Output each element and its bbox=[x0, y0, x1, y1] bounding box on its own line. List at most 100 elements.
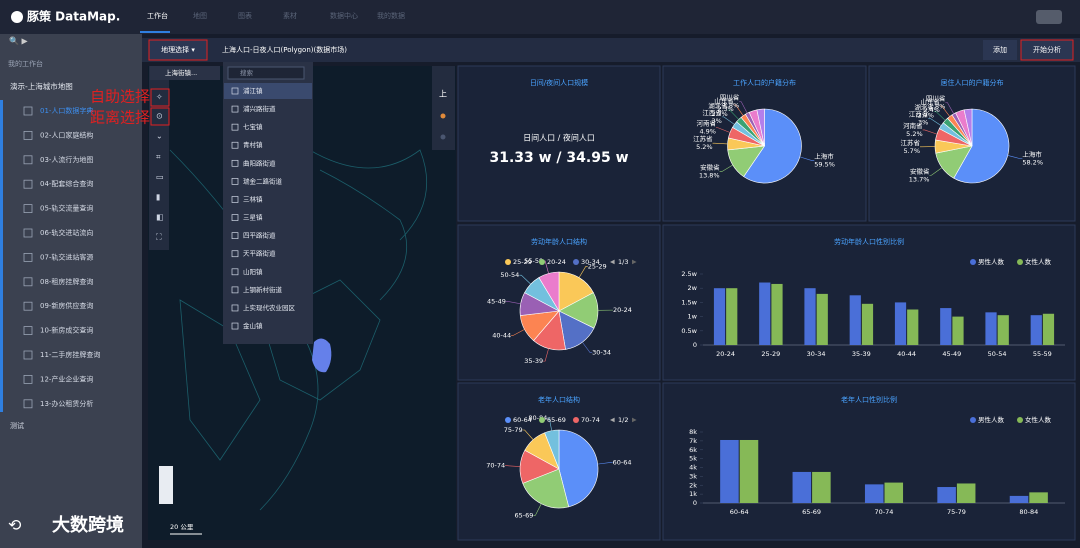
legend-label[interactable]: 20-24 bbox=[547, 258, 566, 266]
legend-marker[interactable] bbox=[505, 417, 511, 423]
checkbox[interactable] bbox=[231, 250, 239, 258]
sidebar-item[interactable]: 07-轨交进站客源 bbox=[40, 252, 93, 261]
checkbox[interactable] bbox=[231, 214, 239, 221]
legend-marker[interactable] bbox=[1017, 417, 1023, 423]
sidebar-item[interactable]: 01-人口数据字典 bbox=[40, 106, 93, 115]
legend-marker[interactable] bbox=[573, 259, 579, 265]
nav-item[interactable]: 工作台 bbox=[147, 11, 168, 20]
sidebar-item[interactable]: 02-人口家庭结构 bbox=[40, 130, 93, 139]
checkbox[interactable] bbox=[231, 87, 239, 95]
checkbox[interactable] bbox=[231, 141, 239, 149]
legend-label[interactable]: 25-29 bbox=[513, 258, 532, 266]
geo-select-label[interactable]: 地理选择 ▾ bbox=[161, 45, 195, 54]
district-item[interactable]: 上实现代农业园区 bbox=[243, 303, 296, 312]
tool-icon[interactable]: ◧ bbox=[156, 213, 164, 222]
nav-item[interactable]: 素材 bbox=[283, 11, 297, 20]
legend-next[interactable]: ▶ bbox=[632, 417, 637, 424]
legend-prev[interactable]: ◀ bbox=[610, 259, 615, 266]
legend-label[interactable]: 65-69 bbox=[547, 416, 566, 424]
legend-label[interactable]: 30-34 bbox=[581, 258, 600, 266]
add-button[interactable] bbox=[983, 40, 1017, 60]
sidebar-item[interactable]: 13-办公租赁分析 bbox=[40, 399, 93, 408]
district-item[interactable]: 三林镇 bbox=[243, 194, 263, 203]
sidebar-item[interactable]: 10-新房成交查询 bbox=[40, 326, 93, 335]
district-item[interactable]: 三星镇 bbox=[243, 213, 263, 222]
kpi-label: 日间人口 / 夜间人口 bbox=[523, 133, 595, 143]
tool-icon[interactable]: ▮ bbox=[156, 193, 160, 202]
district-item[interactable]: 瑞金二路街道 bbox=[243, 176, 283, 185]
district-item[interactable]: 四平路街道 bbox=[243, 231, 276, 240]
sidebar-footer[interactable]: 测试 bbox=[10, 421, 24, 430]
nav-item[interactable]: 我的数据 bbox=[377, 11, 405, 20]
checkbox[interactable] bbox=[231, 178, 239, 185]
tool-icon[interactable]: ⛶ bbox=[155, 233, 162, 242]
legend-label[interactable]: 60-64 bbox=[513, 416, 532, 424]
nav-item[interactable]: 图表 bbox=[238, 11, 252, 20]
checkbox[interactable] bbox=[231, 159, 239, 167]
tool-icon[interactable]: ⌗ bbox=[156, 153, 161, 162]
sidebar-item[interactable]: 06-轨交进站流向 bbox=[40, 228, 93, 237]
search-placeholder[interactable]: 搜索 bbox=[240, 68, 254, 77]
pie-label: 40-44 bbox=[492, 331, 511, 339]
legend-label[interactable]: 男性人数 bbox=[978, 257, 1005, 266]
search-input[interactable] bbox=[227, 66, 305, 80]
search-icon[interactable]: 🔍 ▶ bbox=[9, 36, 29, 46]
zoom-control[interactable] bbox=[159, 466, 173, 504]
legend-prev[interactable]: ◀ bbox=[610, 417, 615, 424]
legend-next[interactable]: ▶ bbox=[632, 259, 637, 266]
district-item[interactable]: 山阳镇 bbox=[243, 267, 263, 276]
avatar[interactable] bbox=[1036, 10, 1062, 24]
layer-dot[interactable] bbox=[440, 134, 446, 140]
sidebar-item[interactable]: 08-租房挂牌查询 bbox=[40, 277, 93, 286]
district-item[interactable]: 金山镇 bbox=[243, 321, 263, 330]
legend-marker[interactable] bbox=[1017, 259, 1023, 265]
checkbox[interactable] bbox=[231, 196, 239, 203]
sidebar-item[interactable]: 03-人流行为地图 bbox=[40, 155, 93, 164]
legend-label[interactable]: 70-74 bbox=[581, 416, 600, 424]
checkbox[interactable] bbox=[231, 105, 239, 113]
legend-marker[interactable] bbox=[539, 259, 545, 265]
nav-item[interactable]: 数据中心 bbox=[330, 11, 358, 20]
sidebar-item[interactable]: 04-配套综合查询 bbox=[40, 179, 93, 188]
district-item[interactable]: 上钢新村街道 bbox=[243, 285, 283, 294]
legend-marker[interactable] bbox=[505, 259, 511, 265]
district-item[interactable]: 七宝镇 bbox=[243, 122, 263, 131]
tool-icon[interactable]: ✧ bbox=[156, 93, 163, 102]
legend-label[interactable]: 女性人数 bbox=[1025, 415, 1052, 424]
checkbox[interactable] bbox=[231, 322, 239, 330]
legend-marker[interactable] bbox=[573, 417, 579, 423]
tool-icon[interactable]: ⌄ bbox=[156, 132, 163, 141]
district-item[interactable]: 浦兴路街道 bbox=[243, 104, 276, 113]
sidebar-item[interactable]: 05-轨交流量查询 bbox=[40, 204, 93, 213]
sidebar-item[interactable]: 09-新房供应查询 bbox=[40, 301, 93, 310]
checkbox[interactable] bbox=[231, 304, 239, 312]
district-select-label[interactable]: 上海街镇... bbox=[165, 68, 197, 77]
legend-label[interactable]: 女性人数 bbox=[1025, 257, 1052, 266]
selected-area[interactable] bbox=[312, 338, 332, 373]
nav-item[interactable]: 地图 bbox=[193, 11, 207, 20]
tool-icon[interactable]: ▭ bbox=[156, 173, 164, 182]
checkbox[interactable] bbox=[231, 232, 239, 239]
tool-icon[interactable]: ⊙ bbox=[156, 112, 163, 121]
layer-dot[interactable] bbox=[440, 113, 446, 119]
analyze-label[interactable]: 开始分析 bbox=[1033, 45, 1061, 54]
legend-label[interactable]: 男性人数 bbox=[978, 415, 1005, 424]
sidebar-project[interactable]: 演示-上海城市地图 bbox=[10, 81, 73, 91]
label-line bbox=[505, 301, 521, 305]
checkbox[interactable] bbox=[231, 268, 239, 276]
analyze-button[interactable] bbox=[1020, 39, 1074, 61]
legend-marker[interactable] bbox=[970, 417, 976, 423]
geo-select-button[interactable] bbox=[148, 39, 208, 61]
district-item[interactable]: 青村镇 bbox=[243, 140, 263, 149]
district-item[interactable]: 浦江镇 bbox=[243, 86, 263, 95]
legend-marker[interactable] bbox=[970, 259, 976, 265]
add-label[interactable]: 添加 bbox=[993, 45, 1007, 54]
sidebar-item[interactable]: 12-产业企业查询 bbox=[40, 374, 93, 383]
district-item[interactable]: 天平路街道 bbox=[243, 249, 276, 258]
sidebar-item[interactable]: 11-二手房挂牌查询 bbox=[40, 350, 100, 359]
checkbox[interactable] bbox=[231, 123, 239, 131]
checkbox[interactable] bbox=[231, 286, 239, 294]
district-item[interactable]: 曲阳路街道 bbox=[243, 158, 276, 167]
district-select[interactable] bbox=[150, 66, 220, 80]
legend-marker[interactable] bbox=[539, 417, 545, 423]
